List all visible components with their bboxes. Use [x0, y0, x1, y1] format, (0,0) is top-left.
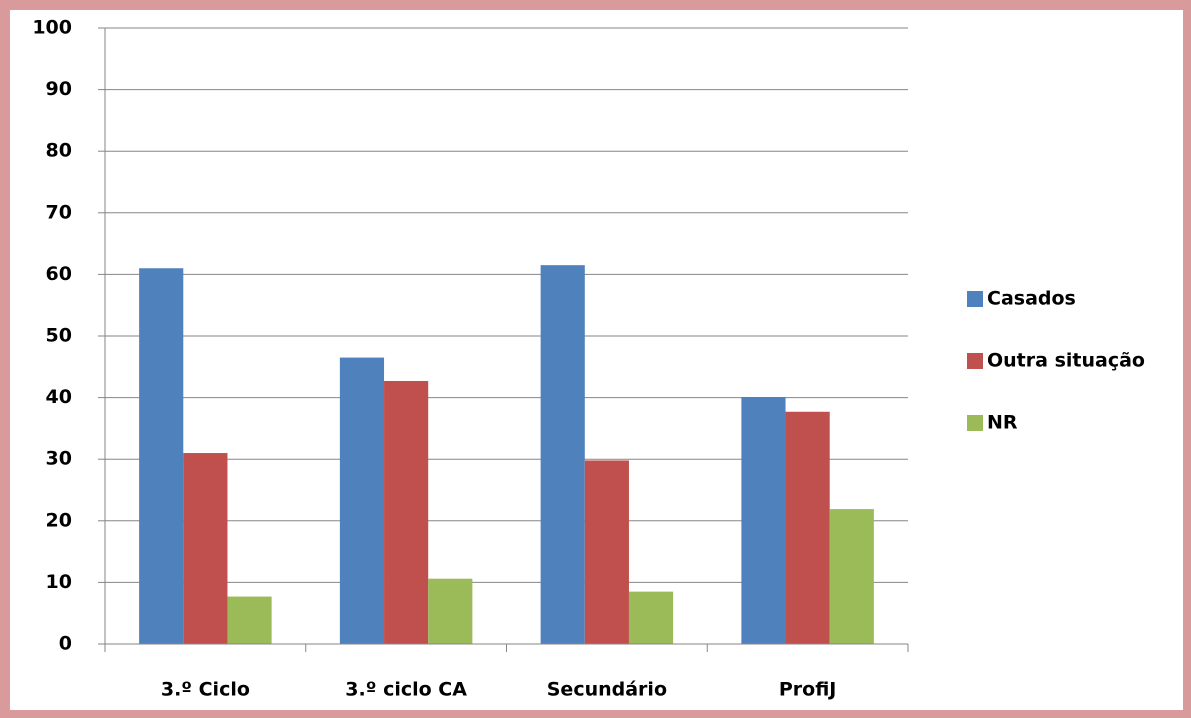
bar — [183, 453, 228, 644]
y-tick-label: 90 — [46, 78, 72, 100]
y-tick-label: 80 — [46, 140, 72, 162]
y-tick-label: 40 — [46, 386, 72, 408]
bar — [384, 380, 429, 644]
y-tick-label: 60 — [46, 263, 72, 285]
legend-swatch — [967, 353, 983, 369]
bar — [428, 578, 473, 644]
legend-label: NR — [987, 412, 1018, 434]
y-tick-label: 20 — [46, 509, 72, 531]
legend-swatch — [967, 291, 983, 307]
bar — [339, 357, 385, 644]
bar — [584, 460, 629, 644]
y-tick-label: 70 — [46, 201, 72, 223]
legend-label: Outra situação — [987, 350, 1145, 372]
bar — [540, 265, 585, 644]
y-tick-label: 10 — [46, 571, 72, 593]
legend-swatch — [967, 415, 983, 431]
bar — [227, 596, 272, 644]
bar — [628, 591, 674, 644]
y-tick-label: 30 — [46, 448, 72, 470]
x-tick-label: Secundário — [547, 679, 667, 701]
bar — [139, 268, 184, 644]
y-tick-label: 0 — [59, 633, 72, 655]
x-tick-label: ProfiJ — [779, 679, 837, 701]
bar — [741, 396, 786, 644]
y-tick-label: 50 — [46, 325, 72, 347]
y-tick-label: 100 — [32, 17, 72, 39]
x-tick-label: 3.º Ciclo — [161, 679, 250, 701]
x-tick-label: 3.º ciclo CA — [345, 679, 467, 701]
bar — [785, 411, 830, 644]
legend-label: Casados — [987, 288, 1076, 310]
bar — [829, 509, 874, 644]
